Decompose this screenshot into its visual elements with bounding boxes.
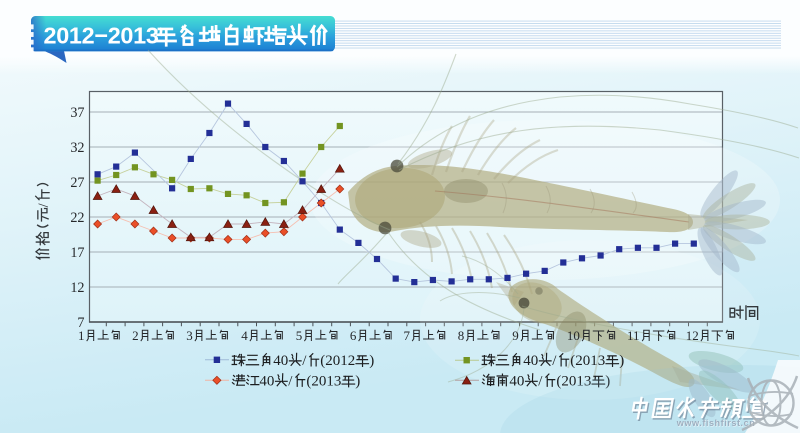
svg-text:(2013: (2013 (306, 373, 341, 389)
svg-text:10: 10 (567, 328, 580, 343)
svg-text:37: 37 (70, 105, 84, 121)
svg-text:): ) (369, 353, 374, 369)
svg-text:(2012: (2012 (320, 353, 355, 369)
svg-text:7: 7 (404, 328, 411, 343)
svg-text:40: 40 (509, 373, 524, 389)
svg-text:6: 6 (350, 328, 357, 343)
svg-text:): ) (355, 373, 360, 389)
svg-text:(2013: (2013 (556, 373, 591, 389)
svg-text:/: / (552, 353, 557, 369)
svg-text:2012−2013: 2012−2013 (44, 22, 159, 48)
svg-text:www.fishfirst.cn: www.fishfirst.cn (676, 419, 756, 429)
svg-text:32: 32 (70, 140, 84, 156)
svg-text:www.fishfirst.cn: www.fishfirst.cn (676, 418, 756, 428)
svg-text:8: 8 (458, 328, 465, 343)
svg-text:/: / (538, 373, 543, 389)
svg-text:12: 12 (70, 280, 84, 296)
svg-text:(2013: (2013 (570, 353, 605, 369)
svg-text:5: 5 (296, 328, 303, 343)
svg-text:4: 4 (241, 328, 248, 343)
svg-text:/: / (302, 353, 307, 369)
svg-text:1: 1 (78, 328, 85, 343)
svg-text:27: 27 (70, 175, 84, 191)
svg-text:2: 2 (132, 328, 139, 343)
svg-text:11: 11 (627, 328, 640, 343)
svg-text:/: / (36, 203, 52, 207)
svg-text:12: 12 (686, 328, 699, 343)
svg-text:9: 9 (512, 328, 519, 343)
svg-text:3: 3 (186, 328, 193, 343)
svg-text:22: 22 (70, 210, 84, 226)
svg-text:/: / (288, 373, 293, 389)
svg-text:40: 40 (523, 353, 538, 369)
svg-text:17: 17 (70, 245, 84, 261)
svg-text:7: 7 (77, 315, 84, 331)
svg-text:40: 40 (259, 373, 274, 389)
svg-text:40: 40 (273, 353, 288, 369)
svg-text:): ) (619, 353, 624, 369)
svg-text:): ) (605, 373, 610, 389)
